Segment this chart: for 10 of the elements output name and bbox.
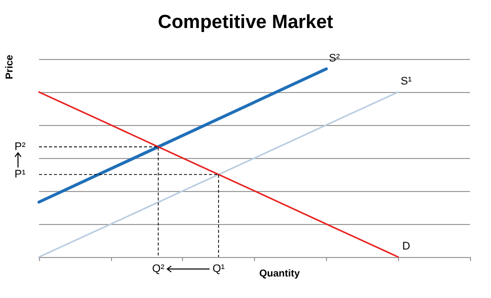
text: Q¹ — [212, 263, 226, 275]
y-axis-title: Price — [4, 54, 16, 80]
chart-title: Competitive Market — [158, 12, 334, 33]
series-label: S¹ — [400, 76, 412, 88]
text: P¹ — [14, 168, 26, 181]
series-label: D — [402, 240, 410, 252]
series-label: S² — [328, 52, 340, 64]
text: Q² — [152, 263, 165, 275]
text: P² — [14, 140, 26, 153]
x-axis-title: Quantity — [259, 268, 300, 280]
